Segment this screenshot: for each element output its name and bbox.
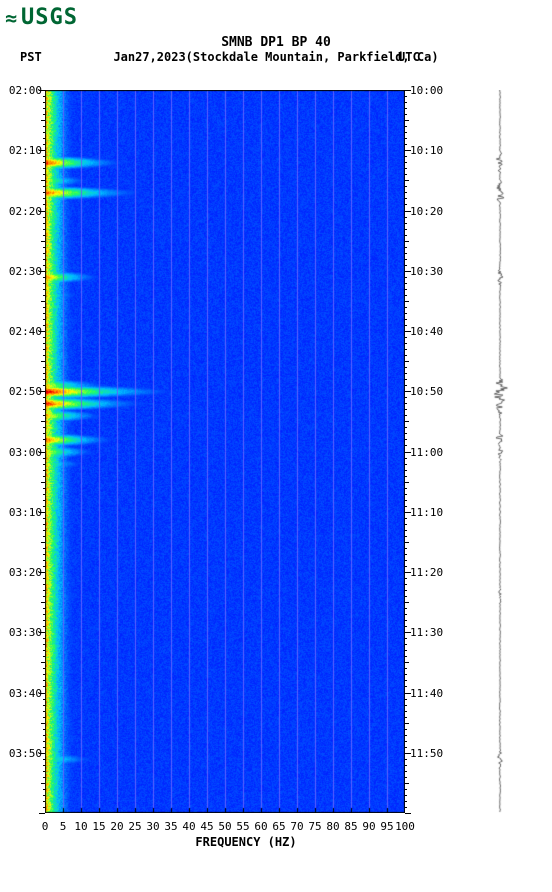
- pst-tick-label: 02:30: [2, 265, 42, 278]
- pst-tick-label: 02:20: [2, 205, 42, 218]
- spectrogram-plot: [45, 90, 405, 813]
- utc-tick-label: 10:20: [410, 205, 443, 218]
- utc-tick-label: 10:50: [410, 385, 443, 398]
- date-line: Jan27,2023(Stockdale Mountain, Parkfield…: [0, 50, 552, 64]
- seismogram-trace: [480, 90, 520, 813]
- utc-tick-label: 11:50: [410, 747, 443, 760]
- freq-tick-label: 55: [236, 820, 249, 833]
- utc-tick-label: 10:10: [410, 144, 443, 157]
- pst-tick-label: 03:10: [2, 506, 42, 519]
- utc-tick-label: 11:10: [410, 506, 443, 519]
- freq-tick-label: 60: [254, 820, 267, 833]
- freq-tick-label: 85: [344, 820, 357, 833]
- utc-tick-label: 10:30: [410, 265, 443, 278]
- freq-tick-label: 25: [128, 820, 141, 833]
- usgs-logo: ≈ USGS: [5, 5, 78, 30]
- freq-tick-label: 20: [110, 820, 123, 833]
- station-title: SMNB DP1 BP 40: [0, 35, 552, 50]
- logo-text: USGS: [21, 5, 78, 30]
- seismogram-canvas: [480, 90, 520, 813]
- utc-tick-label: 10:40: [410, 325, 443, 338]
- utc-label: UTC: [398, 50, 420, 64]
- freq-tick-label: 70: [290, 820, 303, 833]
- pst-tick-label: 02:40: [2, 325, 42, 338]
- x-axis-title: FREQUENCY (HZ): [0, 835, 522, 849]
- freq-tick-label: 75: [308, 820, 321, 833]
- freq-tick-label: 15: [92, 820, 105, 833]
- freq-tick-label: 0: [42, 820, 49, 833]
- utc-tick-label: 10:00: [410, 84, 443, 97]
- utc-tick-label: 11:00: [410, 446, 443, 459]
- utc-tick-label: 11:40: [410, 687, 443, 700]
- utc-tick-label: 11:30: [410, 626, 443, 639]
- pst-tick-label: 02:10: [2, 144, 42, 157]
- utc-tick-label: 11:20: [410, 566, 443, 579]
- pst-tick-label: 03:00: [2, 446, 42, 459]
- freq-tick-label: 5: [60, 820, 67, 833]
- freq-tick-label: 80: [326, 820, 339, 833]
- freq-tick-label: 95: [380, 820, 393, 833]
- wave-icon: ≈: [5, 6, 17, 30]
- pst-tick-label: 03:50: [2, 747, 42, 760]
- freq-tick-label: 45: [200, 820, 213, 833]
- pst-tick-label: 03:30: [2, 626, 42, 639]
- freq-tick-label: 50: [218, 820, 231, 833]
- freq-tick-label: 90: [362, 820, 375, 833]
- pst-tick-label: 03:20: [2, 566, 42, 579]
- freq-tick-label: 100: [395, 820, 415, 833]
- freq-tick-label: 30: [146, 820, 159, 833]
- pst-tick-label: 02:00: [2, 84, 42, 97]
- pst-tick-label: 02:50: [2, 385, 42, 398]
- freq-tick-label: 10: [74, 820, 87, 833]
- freq-tick-label: 65: [272, 820, 285, 833]
- freq-tick-label: 40: [182, 820, 195, 833]
- spectrogram-canvas: [45, 90, 405, 813]
- freq-tick-label: 35: [164, 820, 177, 833]
- pst-tick-label: 03:40: [2, 687, 42, 700]
